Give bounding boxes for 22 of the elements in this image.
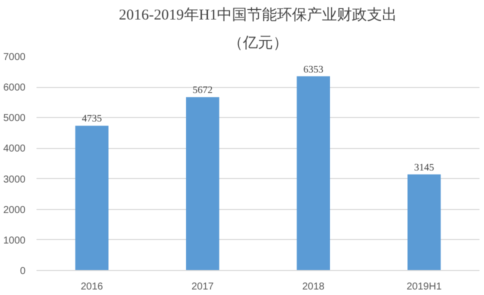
data-label: 3145: [414, 162, 434, 174]
x-tick-label: 2019H1: [406, 282, 442, 292]
data-label: 4735: [82, 114, 102, 125]
y-tick-label: 5000: [3, 113, 26, 124]
y-tick-label: 0: [20, 266, 26, 277]
chart-title: 2016-2019年H1中国节能环保产业财政支出: [118, 6, 398, 24]
bar: [75, 126, 108, 270]
bar: [408, 174, 441, 270]
x-tick-label: 2016: [80, 282, 104, 292]
y-tick-label: 7000: [3, 52, 26, 63]
data-label: 5672: [192, 85, 213, 96]
data-label: 6353: [303, 64, 324, 76]
x-tick-label: 2018: [302, 282, 325, 292]
y-tick-label: 1000: [3, 235, 26, 246]
x-tick-label: 2017: [192, 282, 214, 292]
y-tick-label: 4000: [3, 144, 26, 155]
y-tick-label: 6000: [3, 82, 26, 94]
bar: [186, 97, 220, 270]
y-tick-label: 2000: [3, 204, 26, 216]
bar: [296, 76, 330, 270]
chart-subtitle: （亿元）: [228, 36, 288, 52]
y-tick-label: 3000: [3, 174, 26, 186]
